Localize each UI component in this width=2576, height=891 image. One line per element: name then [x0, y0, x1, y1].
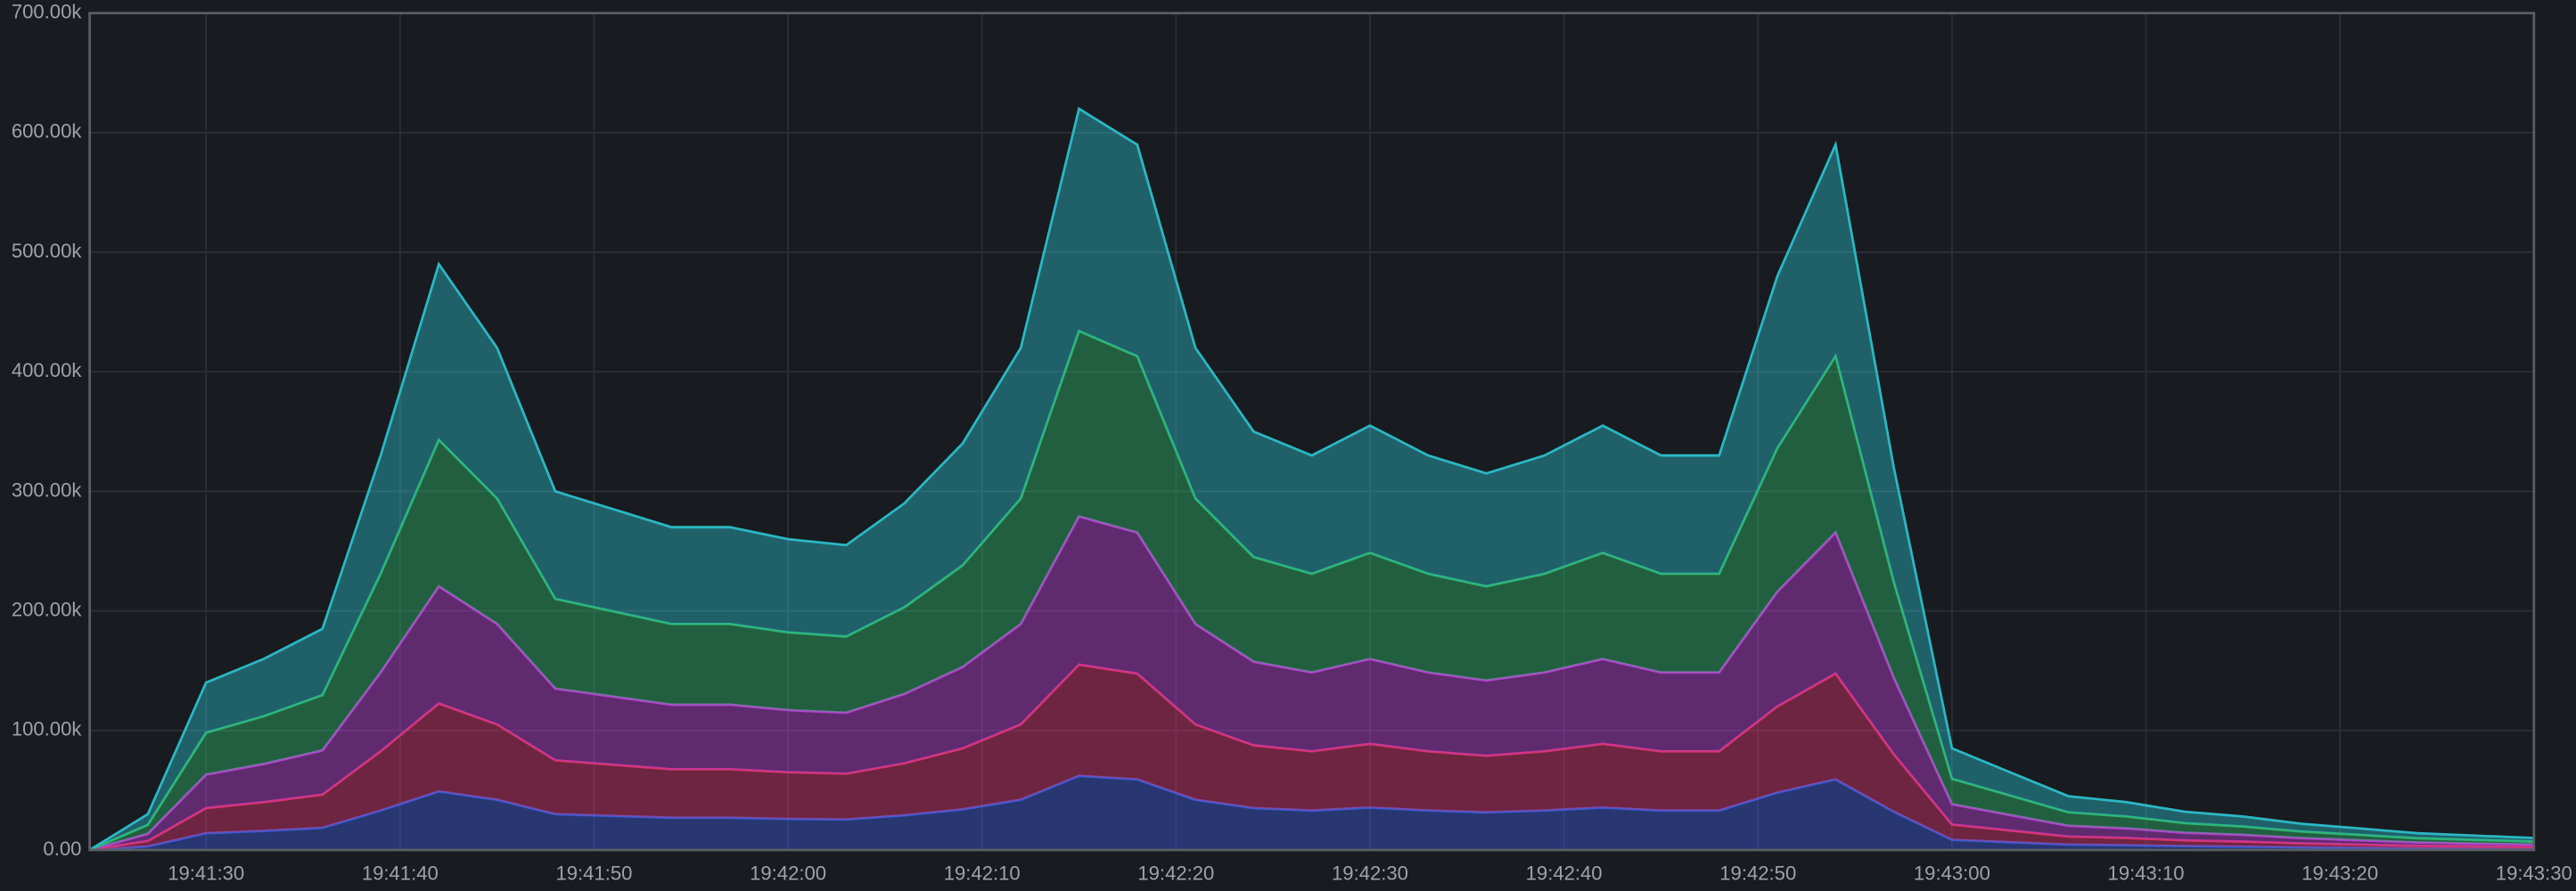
y-tick-label: 0.00 — [43, 838, 81, 860]
plot-border — [88, 12, 2536, 852]
area-line — [89, 663, 2534, 852]
areas — [88, 106, 2534, 852]
area-line — [88, 106, 2534, 852]
area-line — [89, 329, 2534, 852]
area-line — [89, 774, 2534, 852]
y-tick-label: 300.00k — [12, 478, 83, 501]
x-tick-label: 19:42:50 — [1719, 862, 1796, 884]
x-tick-label: 19:42:00 — [750, 862, 826, 884]
x-tick-label: 19:43:20 — [2301, 862, 2378, 884]
area-line — [89, 514, 2534, 852]
area — [89, 516, 2534, 850]
y-tick-label: 200.00k — [12, 598, 83, 620]
x-tick-label: 19:43:10 — [2108, 862, 2185, 884]
y-tick-label: 500.00k — [12, 240, 83, 262]
x-tick-label: 19:43:00 — [1914, 862, 1990, 884]
grid — [89, 12, 2535, 851]
y-tick-label: 600.00k — [12, 120, 83, 143]
axis-labels: 0.00 100.00k 200.00k 300.00k 400.00k 500.00k 6… — [12, 1, 2572, 885]
area — [89, 664, 2534, 850]
x-tick-label: 19:41:30 — [168, 862, 244, 884]
y-tick-label: 700.00k — [12, 1, 83, 23]
y-tick-label: 400.00k — [12, 359, 83, 381]
area — [89, 109, 2534, 850]
x-tick-label: 19:41:50 — [555, 862, 632, 884]
x-tick-label: 19:42:10 — [944, 862, 1021, 884]
x-tick-label: 19:43:30 — [2496, 862, 2572, 884]
area — [89, 331, 2534, 850]
x-tick-label: 19:42:20 — [1137, 862, 1214, 884]
y-tick-label: 100.00k — [12, 718, 83, 740]
x-tick-label: 19:42:40 — [1526, 862, 1603, 884]
x-tick-label: 19:42:30 — [1332, 862, 1408, 884]
area — [89, 775, 2534, 850]
x-tick-label: 19:41:40 — [362, 862, 439, 884]
